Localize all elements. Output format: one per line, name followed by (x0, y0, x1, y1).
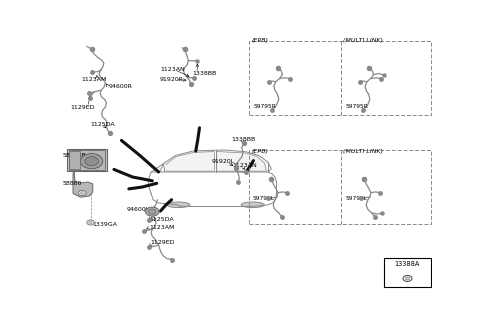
Text: 1123AN: 1123AN (232, 163, 257, 168)
Text: (MULTI LINK): (MULTI LINK) (344, 38, 384, 43)
Circle shape (405, 277, 410, 280)
Text: (MULTI LINK): (MULTI LINK) (344, 149, 384, 154)
Circle shape (81, 154, 103, 169)
Circle shape (89, 221, 92, 224)
Polygon shape (217, 152, 266, 171)
Text: 1338BB: 1338BB (231, 137, 255, 142)
Text: (EPB): (EPB) (252, 149, 269, 154)
Text: 58860: 58860 (63, 181, 83, 186)
Polygon shape (73, 171, 93, 197)
Circle shape (79, 190, 86, 195)
Bar (69, 152, 80, 169)
Text: 1123AM: 1123AM (82, 77, 107, 82)
Polygon shape (166, 152, 215, 171)
Bar (384, 258, 431, 287)
Ellipse shape (241, 202, 264, 208)
Text: 1129ED: 1129ED (71, 105, 95, 110)
Text: 1125DA: 1125DA (149, 217, 174, 222)
Circle shape (85, 157, 98, 166)
Text: 1339GA: 1339GA (93, 222, 118, 227)
Text: 1123AM: 1123AM (149, 225, 175, 230)
Ellipse shape (167, 202, 190, 208)
Circle shape (145, 207, 159, 216)
Circle shape (403, 276, 412, 281)
Text: 1129ED: 1129ED (150, 240, 175, 245)
Text: 58910B: 58910B (63, 153, 87, 158)
Text: 59795R: 59795R (346, 104, 369, 109)
Circle shape (148, 209, 156, 214)
Text: 59795L: 59795L (252, 196, 275, 201)
Bar (67, 149, 107, 171)
Text: 91920L: 91920L (212, 159, 235, 164)
Bar (69, 151, 105, 170)
Circle shape (81, 192, 84, 194)
Text: (EPB): (EPB) (252, 38, 269, 43)
Text: 94600R: 94600R (108, 84, 132, 89)
Circle shape (87, 220, 94, 225)
Text: 91920R: 91920R (160, 77, 184, 82)
Text: 1338BB: 1338BB (192, 71, 216, 76)
Text: 1123AN: 1123AN (160, 67, 185, 72)
Text: 59795R: 59795R (253, 104, 276, 109)
Text: 1125DA: 1125DA (91, 122, 115, 127)
Text: 94600L: 94600L (126, 207, 149, 212)
Text: 59795L: 59795L (346, 196, 368, 201)
Text: 13388A: 13388A (395, 261, 420, 267)
